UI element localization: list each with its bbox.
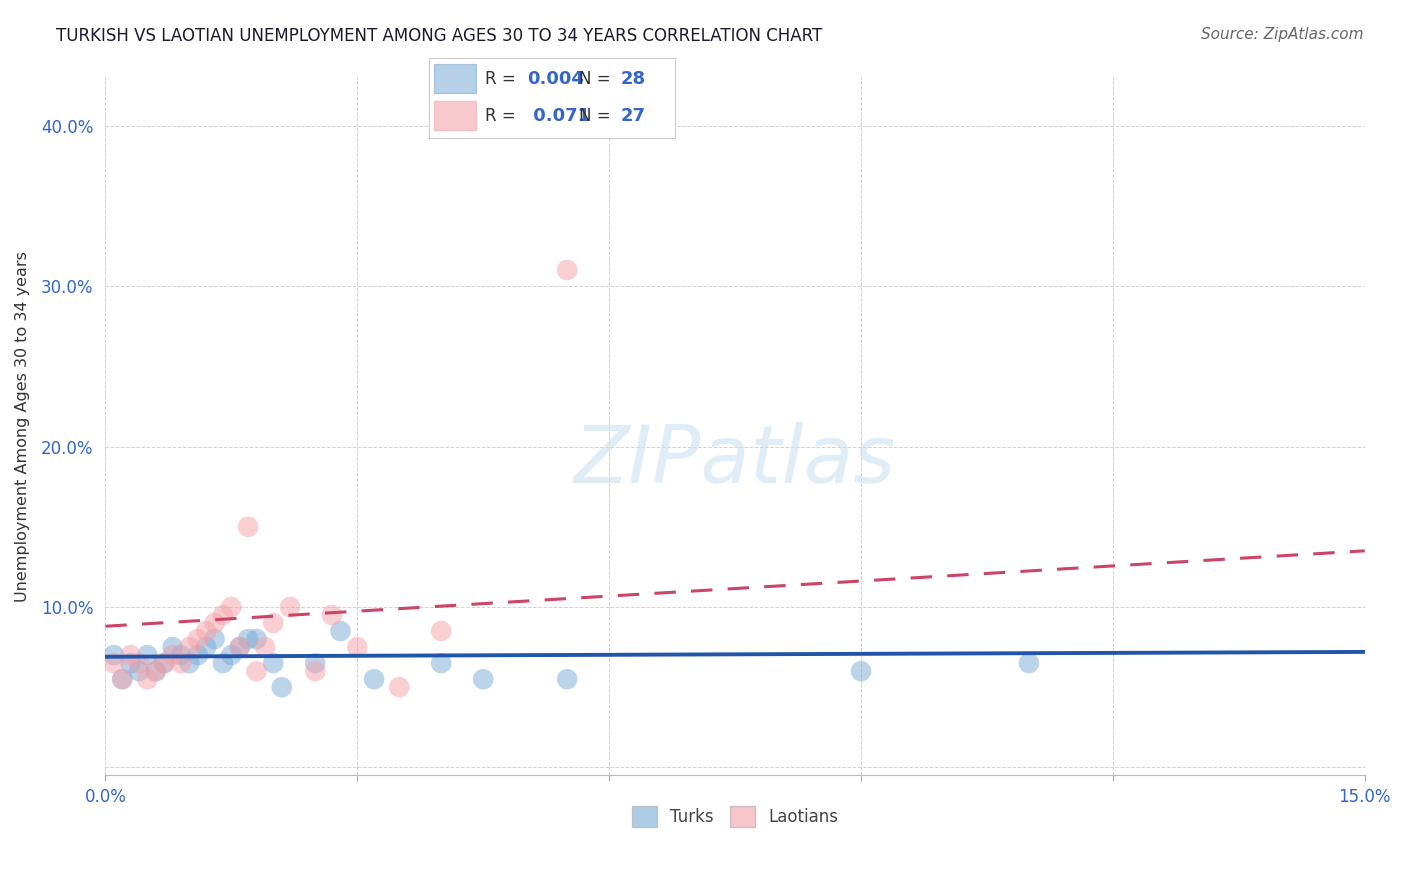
Point (304, 664, 326, 678)
Point (388, 680, 411, 694)
Point (245, 664, 267, 678)
Point (430, 624, 453, 638)
Text: 27: 27 (621, 107, 645, 125)
Point (363, 672, 385, 686)
Point (472, 672, 495, 686)
Point (212, 607, 235, 622)
Text: TURKISH VS LAOTIAN UNEMPLOYMENT AMONG AGES 30 TO 34 YEARS CORRELATION CHART: TURKISH VS LAOTIAN UNEMPLOYMENT AMONG AG… (56, 27, 823, 45)
Point (162, 648, 184, 662)
Point (555, 263, 578, 277)
Point (170, 656, 193, 670)
Text: R =: R = (485, 107, 522, 125)
Y-axis label: Unemployment Among Ages 30 to 34 years: Unemployment Among Ages 30 to 34 years (15, 251, 30, 602)
Point (262, 615, 284, 630)
Point (187, 648, 209, 662)
Point (253, 640, 276, 654)
Point (136, 672, 159, 686)
Text: N =: N = (579, 107, 616, 125)
Legend: Turks, Laotians: Turks, Laotians (624, 800, 845, 833)
FancyBboxPatch shape (433, 102, 475, 130)
Point (270, 680, 292, 694)
Point (278, 599, 301, 614)
Point (103, 648, 125, 662)
Text: 28: 28 (621, 70, 645, 87)
Point (128, 656, 150, 670)
Text: 0.004: 0.004 (527, 70, 583, 87)
Point (221, 648, 243, 662)
Point (321, 607, 343, 622)
Point (162, 640, 184, 654)
Point (304, 656, 326, 670)
Text: 0.071: 0.071 (527, 107, 591, 125)
Point (555, 672, 578, 686)
Point (329, 624, 352, 638)
Point (229, 640, 252, 654)
Point (430, 656, 453, 670)
Point (179, 640, 201, 654)
Point (346, 640, 368, 654)
Point (195, 624, 218, 638)
Text: R =: R = (485, 70, 522, 87)
Point (145, 664, 167, 678)
Point (195, 640, 218, 654)
Point (204, 615, 226, 630)
Point (849, 664, 872, 678)
Point (170, 648, 193, 662)
Text: ZIPatlas: ZIPatlas (574, 423, 896, 500)
Point (204, 632, 226, 646)
Point (229, 640, 252, 654)
Point (111, 672, 134, 686)
Point (120, 648, 142, 662)
Point (103, 656, 125, 670)
Point (236, 632, 259, 646)
Point (128, 664, 150, 678)
Point (236, 520, 259, 534)
Point (136, 648, 159, 662)
FancyBboxPatch shape (433, 64, 475, 94)
Point (212, 656, 235, 670)
Text: Source: ZipAtlas.com: Source: ZipAtlas.com (1201, 27, 1364, 42)
Point (153, 656, 176, 670)
Point (1018, 656, 1040, 670)
Point (221, 599, 243, 614)
Point (120, 656, 142, 670)
Point (245, 632, 267, 646)
Point (153, 656, 176, 670)
Text: N =: N = (579, 70, 616, 87)
Point (111, 672, 134, 686)
Point (145, 664, 167, 678)
Point (262, 656, 284, 670)
Point (179, 656, 201, 670)
Point (187, 632, 209, 646)
